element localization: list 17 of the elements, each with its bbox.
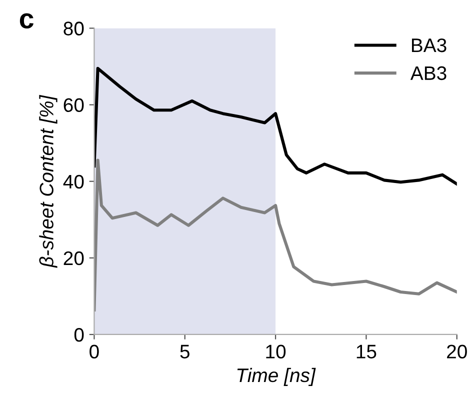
x-axis-title: Time [ns] (237, 368, 316, 386)
y-tick-label: 0 (74, 328, 84, 342)
line-series (94, 66, 457, 186)
x-tick-label: 10 (266, 344, 286, 358)
x-tick-label: 0 (90, 344, 99, 358)
y-tick-label: 40 (63, 174, 84, 189)
y-axis-title: β-sheet Content [%] (39, 94, 58, 268)
x-tick-label: 20 (447, 344, 467, 358)
legend-label: BA3 (412, 38, 446, 52)
y-tick-label: 20 (64, 251, 84, 266)
x-tick-label: 15 (356, 344, 376, 358)
chart-title: c (20, 13, 34, 28)
line-series (94, 158, 457, 312)
y-tick-label: 80 (64, 22, 84, 36)
y-tick-label: 60 (64, 98, 84, 112)
legend-label: AB3 (410, 66, 446, 80)
x-tick-label: 5 (180, 344, 190, 358)
